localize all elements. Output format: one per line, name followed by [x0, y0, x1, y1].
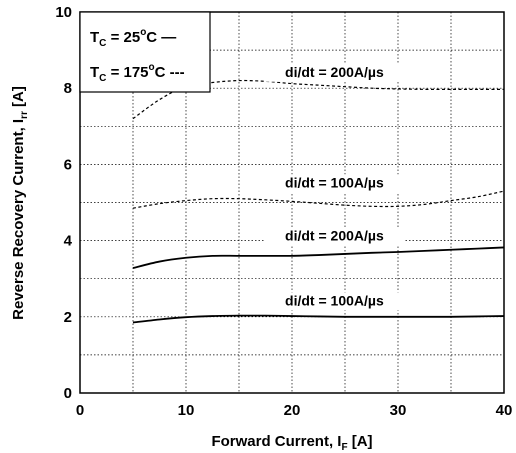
y-tick-label: 10: [55, 4, 72, 21]
tick-labels: 0 10 20 30 40 0 2 4 6 8 10: [55, 4, 512, 419]
y-tick-label: 0: [64, 385, 72, 402]
curve-label-bg: [264, 292, 405, 311]
curve-label-4: di/dt = 100A/µs: [285, 292, 384, 308]
y-tick-label: 6: [64, 156, 72, 173]
curve-label-3: di/dt = 200A/µs: [285, 228, 384, 244]
series-line-3: [132, 246, 505, 269]
curve-label-bg: [264, 63, 405, 82]
curve-label-2: di/dt = 100A/µs: [285, 174, 384, 190]
x-tick-label: 0: [76, 402, 84, 419]
curve-labels: di/dt = 200A/µs di/dt = 100A/µs di/dt = 20…: [264, 63, 405, 311]
x-tick-label: 10: [178, 402, 195, 419]
x-axis-title: Forward Current, IF [A]: [211, 433, 372, 453]
legend: TC = 25oC — TC = 175oC ---: [79, 11, 211, 93]
legend-box: [79, 11, 211, 93]
y-tick-label: 2: [64, 309, 72, 326]
series-line-1: [132, 79, 504, 120]
curve-label-bg: [264, 227, 405, 246]
legend-entry-175c: TC = 175oC ---: [90, 62, 185, 84]
curve-label-1: di/dt = 200A/µs: [285, 64, 384, 80]
plot-frame: [79, 11, 505, 394]
series-group: [132, 79, 505, 324]
y-axis-title: Reverse Recovery Current, Irr [A]: [10, 86, 30, 320]
legend-entry-25c: TC = 25oC —: [90, 27, 176, 49]
series-line-2: [132, 190, 505, 209]
y-tick-label: 4: [64, 233, 73, 250]
x-tick-label: 30: [390, 402, 407, 419]
y-tick-label: 8: [64, 80, 72, 97]
x-tick-label: 40: [496, 402, 513, 419]
x-tick-label: 20: [284, 402, 301, 419]
curve-label-bg: [264, 174, 405, 193]
series-line-4: [132, 314, 505, 324]
